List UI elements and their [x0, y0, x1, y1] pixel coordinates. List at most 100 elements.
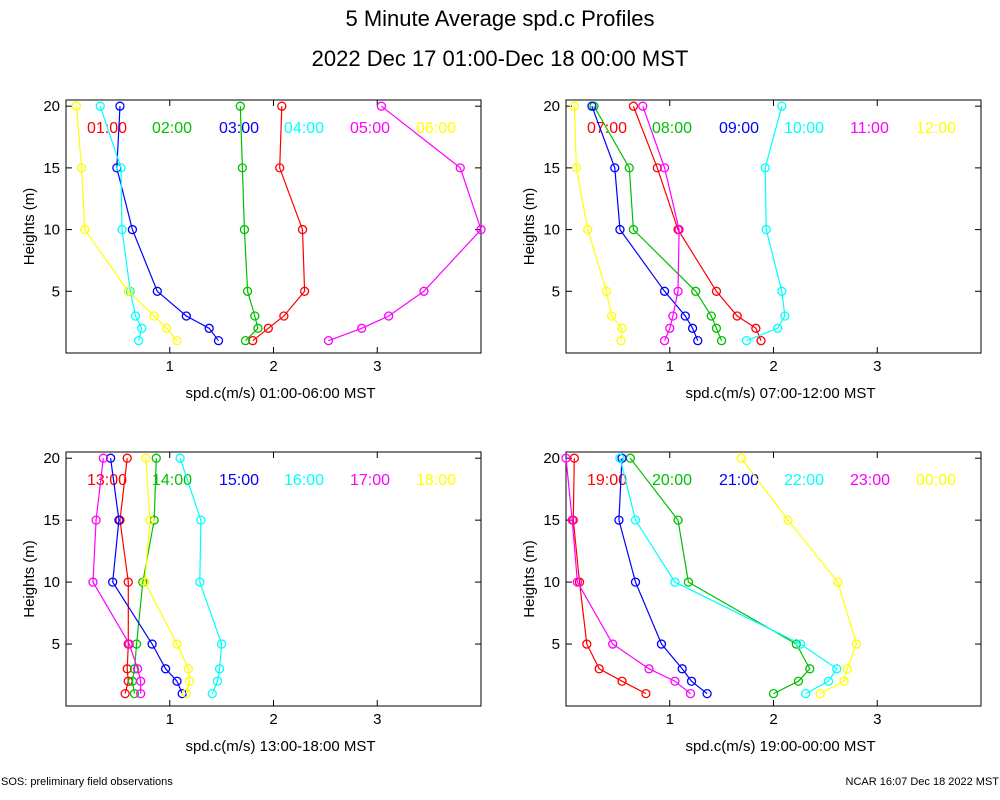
legend-label-12:00: 12:00	[916, 120, 956, 137]
data-point-08:00	[691, 286, 701, 296]
data-point-16:00	[175, 453, 185, 463]
data-point-17:00	[132, 664, 143, 674]
data-point-15:00	[147, 639, 157, 649]
data-point-05:00	[419, 286, 429, 296]
y-tick-label: 5	[52, 283, 60, 300]
data-point-16:00	[216, 639, 227, 649]
data-point-01:00	[279, 311, 289, 321]
data-point-03:00	[204, 323, 214, 333]
x-axis-label: spd.c(m/s) 13:00-18:00 MST	[185, 738, 375, 755]
data-point-06:00	[76, 163, 87, 173]
series-line-01:00	[252, 106, 306, 342]
y-tick-label: 15	[543, 512, 560, 529]
data-point-05:00	[323, 336, 334, 346]
data-point-23:00	[670, 676, 680, 686]
data-point-10:00	[741, 336, 752, 346]
data-point-15:00	[177, 688, 187, 699]
data-point-19:00	[617, 676, 627, 686]
data-point-17:00	[91, 515, 101, 525]
data-point-08:00	[711, 323, 722, 333]
data-point-04:00	[95, 101, 105, 111]
data-point-02:00	[240, 336, 251, 346]
x-tick-label: 1	[666, 711, 674, 728]
x-tick-label: 3	[873, 711, 881, 728]
x-tick-label: 3	[373, 711, 381, 728]
data-point-05:00	[357, 323, 367, 333]
series-line-21:00	[618, 458, 708, 695]
series-line-04:00	[99, 106, 143, 341]
data-point-06:00	[172, 336, 182, 346]
data-point-02:00	[242, 286, 253, 296]
data-point-22:00	[670, 577, 680, 587]
legend-label-08:00: 08:00	[652, 120, 692, 137]
data-point-07:00	[751, 323, 761, 333]
x-tick-label: 2	[269, 711, 277, 728]
series-line-00:00	[740, 457, 858, 695]
data-point-22:00	[823, 676, 834, 686]
legend-label-22:00: 22:00	[784, 472, 824, 489]
data-point-21:00	[677, 664, 687, 674]
legend-label-06:00: 06:00	[416, 120, 456, 137]
data-point-14:00	[129, 688, 140, 699]
data-point-01:00	[299, 286, 310, 296]
y-tick-label: 20	[543, 450, 560, 467]
data-point-13:00	[123, 577, 133, 587]
data-point-15:00	[108, 577, 118, 587]
data-point-05:00	[376, 101, 387, 111]
series-line-20:00	[629, 457, 811, 695]
series-line-02:00	[239, 106, 259, 342]
data-point-20:00	[793, 676, 804, 686]
footer-timestamp: NCAR 16:07 Dec 18 2022 MST	[845, 776, 999, 788]
data-point-03:00	[152, 286, 162, 296]
data-point-00:00	[842, 664, 852, 674]
data-point-19:00	[582, 639, 592, 649]
y-tick-label: 5	[552, 283, 560, 300]
data-point-02:00	[239, 224, 250, 235]
data-point-13:00	[122, 453, 132, 463]
data-point-07:00	[652, 163, 662, 173]
data-point-09:00	[687, 323, 698, 333]
y-tick-label: 10	[543, 574, 560, 591]
data-point-20:00	[683, 577, 694, 587]
data-point-15:00	[105, 453, 116, 463]
data-point-19:00	[594, 664, 604, 674]
data-point-10:00	[773, 323, 783, 333]
data-point-18:00	[183, 664, 194, 674]
data-point-14:00	[129, 664, 140, 674]
legend-label-02:00: 02:00	[152, 120, 192, 137]
data-point-16:00	[214, 664, 225, 674]
data-point-17:00	[88, 577, 98, 587]
series-line-07:00	[632, 105, 762, 341]
data-point-11:00	[659, 336, 670, 346]
y-tick-label: 10	[543, 222, 560, 239]
series-line-18:00	[144, 458, 191, 694]
data-point-06:00	[149, 311, 159, 321]
data-point-22:00	[832, 664, 842, 674]
series-line-23:00	[565, 458, 691, 695]
data-point-11:00	[659, 163, 670, 173]
data-point-22:00	[630, 515, 641, 525]
x-tick-label: 1	[166, 711, 174, 728]
data-point-10:00	[777, 101, 787, 111]
y-axis-label: Heights (m)	[21, 188, 38, 266]
data-point-17:00	[98, 453, 108, 463]
series-line-06:00	[75, 106, 178, 342]
legend-label-15:00: 15:00	[219, 472, 259, 489]
data-point-11:00	[668, 311, 678, 321]
data-point-17:00	[136, 676, 146, 686]
data-point-17:00	[136, 688, 146, 699]
legend-label-10:00: 10:00	[784, 120, 824, 137]
legend-label-23:00: 23:00	[850, 472, 890, 489]
data-point-16:00	[212, 676, 223, 686]
data-point-14:00	[151, 453, 161, 463]
data-point-16:00	[195, 577, 205, 587]
series-line-14:00	[131, 458, 157, 694]
x-tick-label: 1	[666, 358, 674, 375]
x-tick-label: 2	[769, 711, 777, 728]
legend-label-05:00: 05:00	[350, 120, 390, 137]
data-point-09:00	[693, 336, 703, 346]
data-point-03:00	[213, 336, 224, 346]
data-point-09:00	[659, 286, 670, 296]
data-point-03:00	[127, 224, 138, 235]
data-point-15:00	[172, 676, 182, 686]
